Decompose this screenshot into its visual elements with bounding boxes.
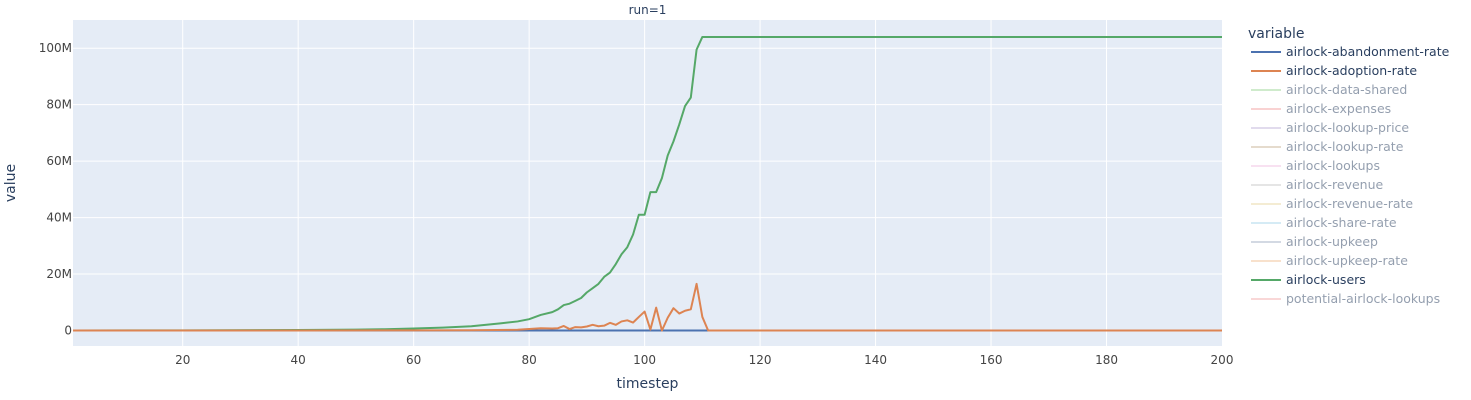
legend: variable airlock-abandonment-rate airlock… bbox=[1248, 26, 1450, 306]
legend-item-airlock-lookup-price[interactable]: airlock-lookup-price bbox=[1251, 120, 1409, 135]
y-axis-title: value bbox=[3, 164, 19, 202]
y-tick-labels: 0 20M 40M 60M 80M 100M bbox=[39, 41, 72, 337]
y-tick-label: 0 bbox=[64, 323, 72, 337]
x-tick-label: 180 bbox=[1095, 353, 1118, 367]
legend-item-airlock-expenses[interactable]: airlock-expenses bbox=[1251, 101, 1391, 116]
legend-label: airlock-revenue-rate bbox=[1286, 196, 1413, 211]
legend-label: airlock-lookup-price bbox=[1286, 120, 1409, 135]
x-tick-label: 40 bbox=[291, 353, 306, 367]
y-tick-label: 20M bbox=[46, 267, 72, 281]
y-tick-label: 100M bbox=[39, 41, 72, 55]
plot-area bbox=[73, 20, 1222, 346]
y-tick-label: 60M bbox=[46, 154, 72, 168]
x-axis-title: timestep bbox=[617, 376, 679, 392]
legend-item-airlock-abandonment-rate[interactable]: airlock-abandonment-rate bbox=[1251, 44, 1450, 59]
x-tick-label: 20 bbox=[175, 353, 190, 367]
legend-label: airlock-upkeep bbox=[1286, 234, 1378, 249]
legend-label: airlock-revenue bbox=[1286, 177, 1384, 192]
legend-item-airlock-upkeep[interactable]: airlock-upkeep bbox=[1251, 234, 1378, 249]
legend-label: airlock-lookup-rate bbox=[1286, 139, 1404, 154]
legend-label: airlock-lookups bbox=[1286, 158, 1380, 173]
x-tick-label: 60 bbox=[406, 353, 421, 367]
legend-item-airlock-revenue[interactable]: airlock-revenue bbox=[1251, 177, 1384, 192]
x-tick-label: 200 bbox=[1211, 353, 1234, 367]
legend-label: airlock-data-shared bbox=[1286, 82, 1407, 97]
y-tick-label: 40M bbox=[46, 211, 72, 225]
legend-label: airlock-share-rate bbox=[1286, 215, 1397, 230]
legend-item-airlock-data-shared[interactable]: airlock-data-shared bbox=[1251, 82, 1407, 97]
legend-item-airlock-adoption-rate[interactable]: airlock-adoption-rate bbox=[1251, 63, 1417, 78]
x-tick-label: 80 bbox=[521, 353, 536, 367]
x-tick-label: 100 bbox=[633, 353, 656, 367]
legend-label: airlock-users bbox=[1286, 272, 1366, 287]
legend-label: airlock-abandonment-rate bbox=[1286, 44, 1450, 59]
legend-item-potential-airlock-lookups[interactable]: potential-airlock-lookups bbox=[1251, 291, 1440, 306]
series-line-airlock-adoption-rate bbox=[73, 282, 1222, 332]
legend-label: airlock-upkeep-rate bbox=[1286, 253, 1408, 268]
facet-title: run=1 bbox=[629, 3, 667, 17]
legend-item-airlock-lookup-rate[interactable]: airlock-lookup-rate bbox=[1251, 139, 1404, 154]
legend-item-airlock-share-rate[interactable]: airlock-share-rate bbox=[1251, 215, 1397, 230]
legend-label: potential-airlock-lookups bbox=[1286, 291, 1440, 306]
legend-label: airlock-expenses bbox=[1286, 101, 1391, 116]
x-tick-label: 160 bbox=[980, 353, 1003, 367]
legend-item-airlock-users[interactable]: airlock-users bbox=[1251, 272, 1366, 287]
legend-title: variable bbox=[1248, 26, 1304, 42]
series-lines bbox=[72, 35, 1222, 332]
legend-item-airlock-lookups[interactable]: airlock-lookups bbox=[1251, 158, 1380, 173]
legend-item-airlock-upkeep-rate[interactable]: airlock-upkeep-rate bbox=[1251, 253, 1408, 268]
y-tick-label: 80M bbox=[46, 98, 72, 112]
legend-label: airlock-adoption-rate bbox=[1286, 63, 1417, 78]
legend-item-airlock-revenue-rate[interactable]: airlock-revenue-rate bbox=[1251, 196, 1413, 211]
x-tick-labels: 20 40 60 80 100 120 140 160 180 200 bbox=[175, 353, 1233, 367]
series-line-airlock-users bbox=[72, 35, 1222, 332]
x-tick-label: 140 bbox=[864, 353, 887, 367]
x-tick-label: 120 bbox=[749, 353, 772, 367]
